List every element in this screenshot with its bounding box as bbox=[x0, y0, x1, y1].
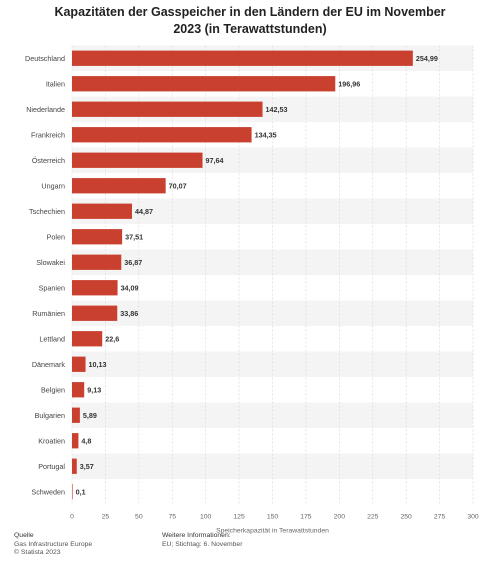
value-label: 97,64 bbox=[206, 156, 224, 165]
bar bbox=[72, 305, 118, 321]
value-label: 9,13 bbox=[87, 385, 101, 394]
bar bbox=[72, 178, 166, 194]
value-label: 196,96 bbox=[338, 79, 360, 88]
value-label: 10,13 bbox=[89, 360, 107, 369]
category-label: Ungarn bbox=[41, 181, 65, 190]
bar bbox=[72, 76, 336, 92]
category-label: Bulgarien bbox=[35, 411, 65, 420]
value-label: 134,35 bbox=[255, 130, 277, 139]
category-label: Spanien bbox=[39, 283, 65, 292]
x-tick-label: 0 bbox=[70, 514, 74, 521]
bar bbox=[72, 101, 263, 117]
row-band bbox=[72, 351, 473, 377]
x-tick-label: 275 bbox=[434, 514, 446, 521]
bar bbox=[72, 331, 103, 347]
category-label: Italien bbox=[46, 79, 65, 88]
chart-title: Kapazitäten der Gasspeicher in den Lände… bbox=[54, 5, 446, 36]
category-label: Polen bbox=[47, 232, 65, 241]
category-label: Kroatien bbox=[38, 436, 65, 445]
x-tick-label: 300 bbox=[467, 514, 479, 521]
bar bbox=[72, 407, 80, 423]
category-label: Lettland bbox=[39, 334, 65, 343]
bar bbox=[72, 280, 118, 296]
x-tick-label: 225 bbox=[367, 514, 379, 521]
bar bbox=[72, 356, 86, 372]
bar bbox=[72, 50, 413, 66]
bar bbox=[72, 254, 122, 270]
bar bbox=[72, 152, 203, 168]
x-tick-label: 250 bbox=[400, 514, 412, 521]
x-tick-label: 25 bbox=[102, 514, 110, 521]
bar bbox=[72, 127, 252, 143]
value-label: 4,8 bbox=[81, 436, 91, 445]
category-label: Portugal bbox=[38, 462, 65, 471]
x-tick-label: 175 bbox=[300, 514, 312, 521]
category-label: Frankreich bbox=[31, 130, 65, 139]
bar bbox=[72, 458, 77, 474]
value-label: 33,86 bbox=[120, 309, 138, 318]
bar bbox=[72, 382, 85, 398]
bar bbox=[72, 433, 79, 449]
category-label: Dänemark bbox=[32, 360, 66, 369]
value-label: 70,07 bbox=[169, 181, 187, 190]
category-label: Niederlande bbox=[26, 105, 65, 114]
category-label: Schweden bbox=[31, 487, 65, 496]
bar bbox=[72, 229, 123, 245]
bar bbox=[72, 484, 73, 500]
value-label: 37,51 bbox=[125, 232, 143, 241]
value-label: 36,87 bbox=[124, 258, 142, 267]
category-label: Belgien bbox=[41, 385, 65, 394]
x-tick-label: 125 bbox=[233, 514, 245, 521]
x-axis-label: Speicherkapazität in Terawattstunden bbox=[216, 528, 329, 535]
info-block: Weitere Informationen: EU; Stichtag: 6. … bbox=[162, 532, 242, 549]
info-text: EU; Stichtag: 6. November bbox=[162, 540, 243, 548]
x-tick-label: 50 bbox=[135, 514, 143, 521]
value-label: 34,09 bbox=[121, 283, 139, 292]
value-label: 142,53 bbox=[266, 105, 288, 114]
copyright: © Statista 2023 bbox=[14, 549, 61, 556]
category-label: Tschechien bbox=[29, 207, 65, 216]
value-label: 5,89 bbox=[83, 411, 97, 420]
category-label: Deutschland bbox=[25, 54, 65, 63]
value-label: 0,1 bbox=[76, 487, 86, 496]
source-block: Quelle Gas Infrastructure Europe © Stati… bbox=[14, 532, 92, 558]
x-tick-label: 75 bbox=[168, 514, 176, 521]
category-label: Rumänien bbox=[32, 309, 65, 318]
source-name: Gas Infrastructure Europe bbox=[14, 540, 93, 548]
value-label: 22,6 bbox=[105, 334, 119, 343]
value-label: 254,99 bbox=[416, 54, 438, 63]
category-label: Slowakei bbox=[36, 258, 65, 267]
category-label: Österreich bbox=[32, 156, 65, 165]
x-tick-label: 200 bbox=[334, 514, 346, 521]
bar bbox=[72, 203, 132, 219]
x-tick-label: 150 bbox=[267, 514, 279, 521]
info-heading: Weitere Informationen: bbox=[162, 532, 231, 539]
source-heading: Quelle bbox=[14, 532, 34, 539]
value-label: 3,57 bbox=[80, 462, 94, 471]
x-tick-label: 100 bbox=[200, 514, 212, 521]
value-label: 44,87 bbox=[135, 207, 153, 216]
